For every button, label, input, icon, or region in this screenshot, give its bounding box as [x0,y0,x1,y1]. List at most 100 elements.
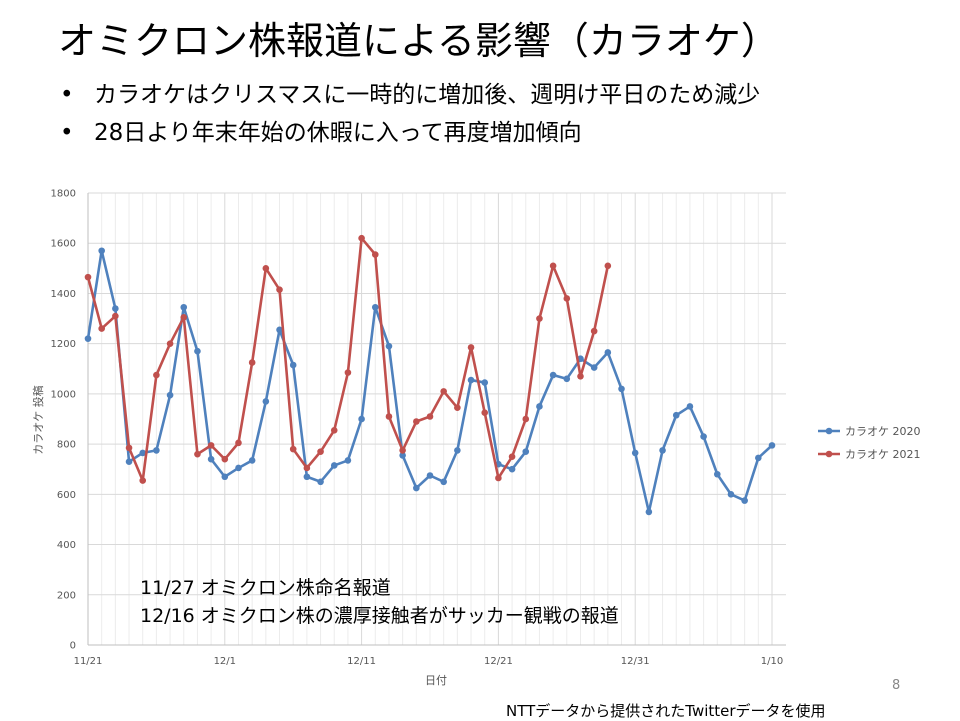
data-point [112,305,119,312]
data-point [248,457,256,464]
data-point [549,262,557,270]
data-point [84,273,92,281]
bullet-dot: • [60,120,74,146]
data-point [454,404,461,412]
data-point [385,413,393,420]
data-point [221,473,229,481]
data-point [371,251,379,258]
data-point [413,418,420,425]
data-point [727,491,735,498]
data-point [659,447,666,454]
legend-swatch-marker [825,450,833,458]
data-point [604,262,612,270]
y-tick-label: 600 [57,490,76,501]
slide-title: オミクロン株報道による影響（カラオケ） [58,19,779,63]
data-point [98,325,105,332]
data-point [768,442,776,449]
data-point [508,453,516,460]
data-point [399,452,406,459]
data-point [276,326,283,334]
data-point [194,450,201,458]
legend-swatch-marker [825,427,833,435]
y-tick-label: 0 [70,641,76,652]
data-point [618,385,625,393]
y-tick-label: 1400 [51,289,76,300]
bullet-item: • 28日より年末年始の休暇に入って再度増加傾向 [60,114,760,152]
data-point [180,303,188,311]
data-point [207,455,215,463]
data-point [481,379,489,386]
legend-label: カラオケ 2021 [845,448,921,461]
data-point [672,411,680,419]
data-point [495,474,502,482]
x-tick-label: 1/10 [761,656,783,667]
data-point [166,391,174,399]
data-point [194,347,201,355]
data-point [440,388,447,395]
y-tick-label: 1600 [51,239,76,250]
annotation-soccer-report: 12/16 オミクロン株の濃厚接触者がサッカー観戦の報道 [140,605,619,627]
data-point [741,497,748,504]
data-point [467,344,475,351]
data-point [522,448,530,455]
x-tick-label: 12/1 [214,656,236,667]
annotation-omicron-naming: 11/27 オミクロン株命名報道 [140,577,391,599]
data-point [700,433,707,440]
bullet-list: • カラオケはクリスマスに一時的に増加後、週明け平日のため減少 • 28日より年末年… [60,76,760,152]
data-point [139,449,147,457]
data-point [563,375,571,383]
y-tick-label: 1800 [51,189,76,200]
data-point [344,369,352,376]
data-point [125,444,133,452]
data-point [358,415,365,423]
data-point [371,303,379,311]
data-point [235,439,242,447]
bullet-text: カラオケはクリスマスに一時的に増加後、週明け平日のため減少 [94,82,761,108]
data-point [686,403,694,410]
x-tick-label: 12/21 [484,656,513,667]
bullet-dot: • [60,82,74,108]
data-point [631,449,639,457]
data-point [590,364,598,371]
data-point [330,462,338,469]
data-point [563,295,571,302]
y-tick-label: 1200 [51,339,76,350]
data-point [508,465,516,473]
data-point [440,478,447,486]
data-point [289,361,297,369]
x-tick-label: 12/31 [621,656,650,667]
x-tick-label: 11/21 [74,656,103,667]
data-point [235,464,242,472]
data-point [303,464,311,472]
data-point [467,376,475,384]
data-point [645,508,653,516]
page-number: 8 [892,678,901,693]
data-point [289,445,297,453]
data-point [207,442,215,449]
data-point [276,286,283,293]
data-point [454,447,461,454]
data-point [330,427,338,434]
data-point [426,413,434,420]
bullet-text: 28日より年末年始の休暇に入って再度増加傾向 [94,120,582,146]
data-point [358,234,365,242]
data-point [590,327,598,335]
bullet-item: • カラオケはクリスマスに一時的に増加後、週明け平日のため減少 [60,76,760,114]
data-point [248,359,256,366]
data-point [153,371,160,379]
annotation-block: 11/27 オミクロン株命名報道 12/16 オミクロン株の濃厚接触者がサッカー… [140,574,619,630]
data-point [98,247,105,255]
y-tick-label: 400 [57,540,76,551]
source-note: NTTデータから提供されたTwitterデータを使用 [506,702,826,720]
data-point [344,457,352,464]
data-point [262,398,270,405]
y-tick-label: 800 [57,440,76,451]
y-tick-label: 200 [57,590,76,601]
data-point [125,458,133,465]
data-point [481,409,489,417]
data-point [536,315,543,322]
data-point [549,371,557,379]
y-tick-label: 1000 [51,389,76,400]
data-point [413,484,420,492]
